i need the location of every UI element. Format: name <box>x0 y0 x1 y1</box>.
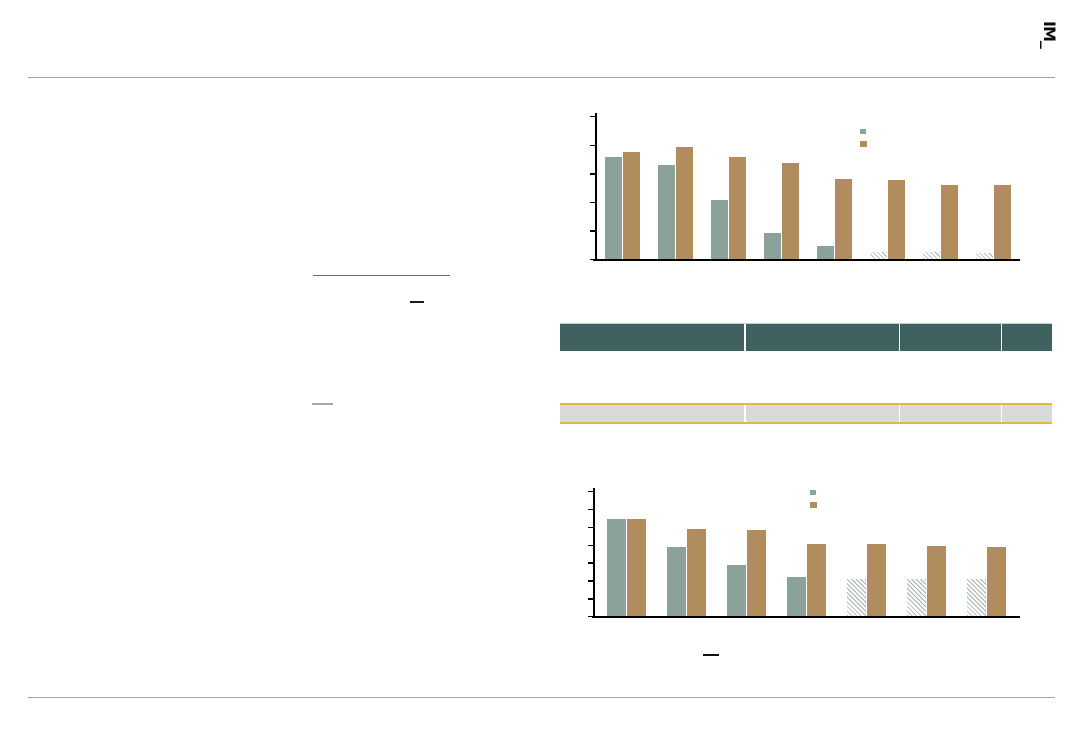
table-header-cell-2 <box>745 323 899 351</box>
legend-swatch-green-series <box>860 129 866 134</box>
bar-green-series <box>817 246 834 259</box>
bar-projected <box>976 253 993 259</box>
bar-projected <box>847 578 866 616</box>
y-axis-tick <box>590 259 596 261</box>
bar-projected <box>967 578 986 616</box>
bar-green-series <box>711 200 728 259</box>
bar-brown-series <box>687 528 706 616</box>
y-axis-tick <box>588 580 594 582</box>
footer-rule <box>28 696 1055 699</box>
bar-green-series <box>764 233 781 259</box>
bar-brown-series <box>676 147 693 259</box>
x-axis <box>592 616 1020 618</box>
bar-brown-series <box>994 184 1011 259</box>
y-axis <box>595 113 597 259</box>
legend-swatch-brown-series <box>810 502 817 508</box>
bar-brown-series <box>747 529 766 616</box>
bar-brown-series <box>987 547 1006 616</box>
bar-green-series <box>607 518 626 616</box>
table-highlight-cell-4 <box>1002 405 1052 422</box>
bar-brown-series <box>941 184 958 259</box>
bar-brown-series <box>729 157 746 259</box>
bar-projected <box>870 251 887 259</box>
bar-green-series <box>787 577 806 616</box>
link-underline-2[interactable] <box>312 403 333 406</box>
table-header-cell-1 <box>560 323 744 351</box>
bar-brown-series <box>627 518 646 616</box>
grouped-bar-chart-top <box>590 110 1023 262</box>
table-header-cell-3 <box>900 323 1001 351</box>
bar-brown-series <box>807 543 826 616</box>
bar-brown-series <box>927 546 946 616</box>
table-highlight-cell-3 <box>900 405 1001 422</box>
header-rule <box>28 76 1055 79</box>
bar-green-series <box>658 164 675 259</box>
table-header-row <box>560 322 1052 351</box>
y-axis-tick <box>590 201 596 204</box>
bar-green-series <box>667 547 686 616</box>
link-underline-3[interactable] <box>703 654 719 656</box>
y-axis <box>593 488 595 616</box>
table-highlight-cell-1 <box>560 405 744 422</box>
y-axis-tick <box>588 491 594 493</box>
table-highlight-row <box>560 403 1052 424</box>
y-axis-tick <box>588 526 594 529</box>
bar-green-series <box>605 157 622 259</box>
table-highlight-cell-2 <box>745 405 899 422</box>
y-axis-tick <box>588 544 594 546</box>
bar-green-series <box>727 564 746 616</box>
bar-projected <box>923 251 940 259</box>
bar-projected <box>907 578 926 616</box>
y-axis-tick <box>590 144 596 146</box>
heading-rule <box>313 274 450 277</box>
y-axis-tick <box>588 598 594 600</box>
bar-brown-series <box>867 543 886 616</box>
y-axis-tick <box>588 562 594 564</box>
y-axis-tick <box>590 173 596 175</box>
legend-swatch-green-series <box>810 490 816 495</box>
x-axis <box>593 259 1020 261</box>
grouped-bar-chart-bottom <box>588 486 1024 620</box>
bar-brown-series <box>623 151 640 259</box>
y-axis-tick <box>590 116 596 118</box>
bar-brown-series <box>835 178 852 259</box>
link-underline-1[interactable] <box>410 301 424 303</box>
table-header-cell-4 <box>1002 323 1052 351</box>
legend-swatch-brown-series <box>860 141 867 147</box>
y-axis-tick <box>588 616 594 618</box>
y-axis-tick <box>588 508 594 511</box>
y-axis-tick <box>590 230 596 232</box>
bar-brown-series <box>888 180 905 259</box>
logo: IM_ <box>1040 21 1059 48</box>
bar-brown-series <box>782 163 799 259</box>
